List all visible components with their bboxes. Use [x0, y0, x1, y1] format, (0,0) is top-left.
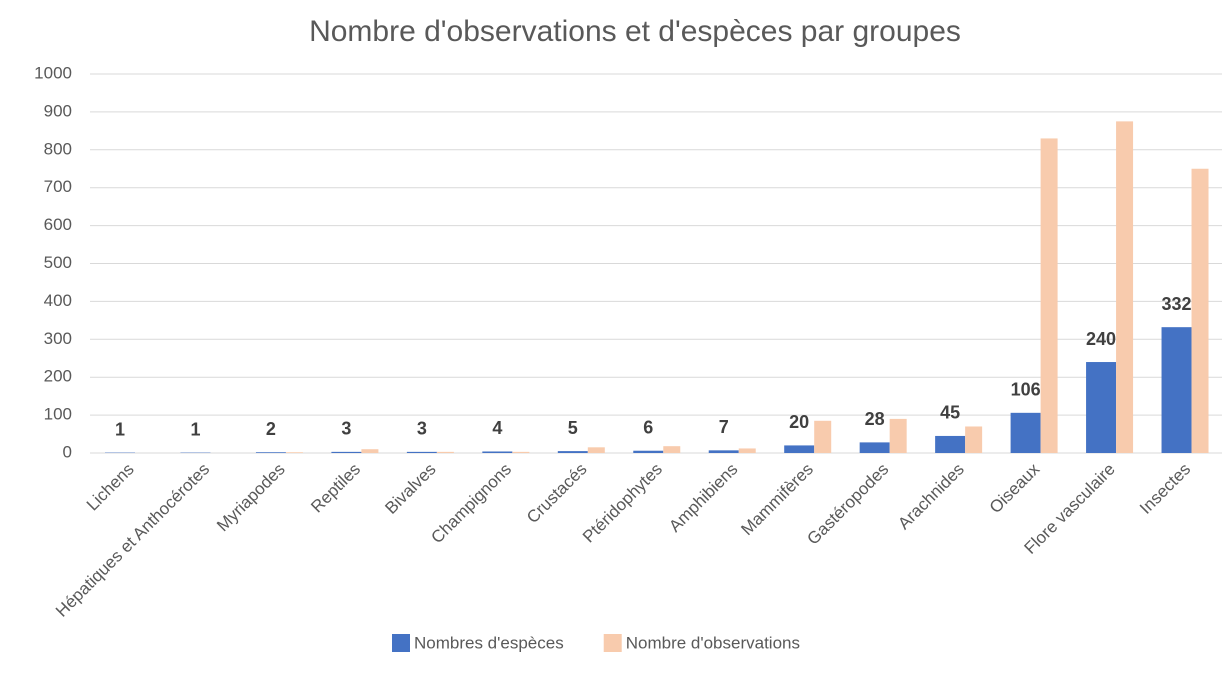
y-tick-label: 800: [44, 139, 72, 158]
bar: [406, 451, 437, 453]
y-tick-label: 1000: [34, 63, 72, 82]
bar: [255, 452, 286, 453]
bar: [1040, 138, 1058, 453]
x-tick-label: Crustacés: [523, 460, 591, 528]
data-label: 332: [1162, 294, 1192, 314]
data-label: 1: [115, 419, 125, 439]
data-label: 45: [940, 403, 960, 423]
bar: [633, 450, 664, 453]
bar: [557, 451, 588, 453]
bar: [1116, 121, 1134, 453]
bar: [482, 451, 513, 453]
bar: [1161, 327, 1192, 453]
data-label: 28: [865, 409, 885, 429]
bar: [663, 446, 681, 453]
x-tick-label: Oiseaux: [986, 459, 1044, 517]
data-label: 5: [568, 418, 578, 438]
y-tick-label: 200: [44, 367, 72, 386]
y-tick-label: 700: [44, 177, 72, 196]
bar: [285, 452, 303, 453]
bar: [965, 426, 983, 453]
bar: [436, 451, 454, 453]
data-label: 6: [643, 417, 653, 437]
bar: [587, 447, 605, 453]
bar: [1010, 412, 1041, 453]
data-label: 240: [1086, 329, 1116, 349]
x-tick-label: Reptiles: [307, 460, 364, 517]
bar: [738, 448, 756, 453]
bar: [784, 445, 815, 453]
legend-label: Nombre d'observations: [626, 633, 800, 652]
y-tick-label: 600: [44, 215, 72, 234]
bar: [935, 435, 966, 453]
x-tick-label: Bivalves: [381, 460, 439, 518]
x-tick-label: Lichens: [83, 460, 138, 515]
legend-label: Nombres d'espèces: [414, 633, 564, 652]
data-label: 3: [341, 419, 351, 439]
data-label: 2: [266, 419, 276, 439]
x-tick-label: Champignons: [427, 460, 515, 548]
data-label: 20: [789, 412, 809, 432]
y-tick-label: 900: [44, 101, 72, 120]
bar: [361, 449, 379, 453]
bar: [331, 451, 362, 453]
x-tick-label: Hépatiques et Anthocérotes: [52, 460, 213, 621]
y-tick-label: 500: [44, 253, 72, 272]
y-tick-label: 0: [63, 442, 72, 461]
legend-swatch: [392, 634, 410, 652]
bar: [889, 418, 907, 453]
bar: [708, 450, 739, 453]
data-label: 1: [190, 419, 200, 439]
x-tick-label: Insectes: [1136, 460, 1194, 518]
y-tick-label: 400: [44, 291, 72, 310]
y-tick-label: 300: [44, 329, 72, 348]
x-tick-label: Arachnides: [894, 460, 968, 534]
bar: [1086, 362, 1117, 453]
y-tick-label: 100: [44, 405, 72, 424]
legend-swatch: [603, 634, 622, 652]
data-label: 7: [719, 417, 729, 437]
x-tick-label: Mammifères: [737, 460, 817, 540]
data-label: 3: [417, 419, 427, 439]
x-tick-label: Myriapodes: [213, 460, 289, 536]
bar: [512, 451, 530, 453]
bar: [1191, 168, 1209, 453]
bar: [814, 420, 832, 453]
data-label: 4: [492, 418, 502, 438]
x-tick-label: Ptéridophytes: [579, 460, 666, 547]
bar: [859, 442, 890, 453]
data-label: 106: [1011, 380, 1041, 400]
chart-title: Nombre d'observations et d'espèces par g…: [309, 15, 961, 48]
x-tick-label: Amphibiens: [665, 460, 741, 536]
